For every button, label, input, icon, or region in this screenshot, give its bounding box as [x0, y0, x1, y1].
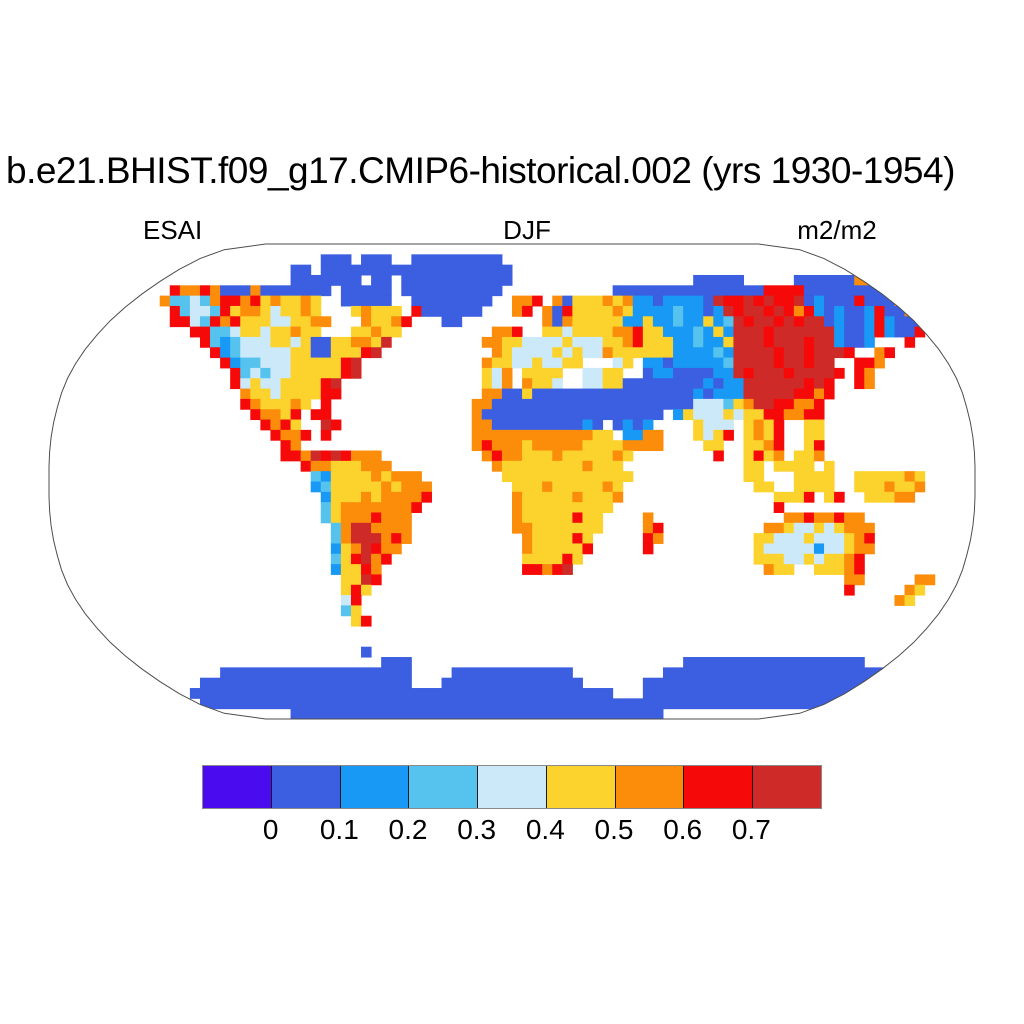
map-projection-border — [48, 243, 976, 720]
colorbar-tick-label: 0 — [262, 814, 279, 845]
colorbar-cell — [271, 766, 341, 808]
colorbar-tick-label: 0.3 — [457, 814, 497, 845]
colorbar-tick-label: 0.2 — [388, 814, 428, 845]
colorbar — [202, 765, 822, 809]
variable-label: ESAI — [143, 215, 203, 245]
colorbar-cell — [478, 766, 547, 808]
colorbar-tick-label: 0.6 — [663, 814, 703, 845]
map-data-cells — [89, 254, 956, 719]
plot-title: b.e21.BHIST.f09_g17.CMIP6-historical.002… — [6, 150, 955, 191]
colorbar-cell — [340, 766, 410, 808]
season-label: DJF — [503, 215, 551, 245]
colorbar-tick-label: 0.7 — [731, 814, 771, 845]
units-label: m2/m2 — [797, 215, 877, 245]
colorbar-cell — [546, 766, 616, 808]
colorbar-tick-label: 0.1 — [319, 814, 359, 845]
colorbar-tick-label: 0.4 — [525, 814, 565, 845]
colorbar-cell — [409, 766, 479, 808]
colorbar-cell — [753, 766, 822, 808]
colorbar-cell — [615, 766, 685, 808]
colorbar-cell — [203, 766, 272, 808]
colorbar-cell — [684, 766, 754, 808]
colorbar-tick-label: 0.5 — [594, 814, 634, 845]
